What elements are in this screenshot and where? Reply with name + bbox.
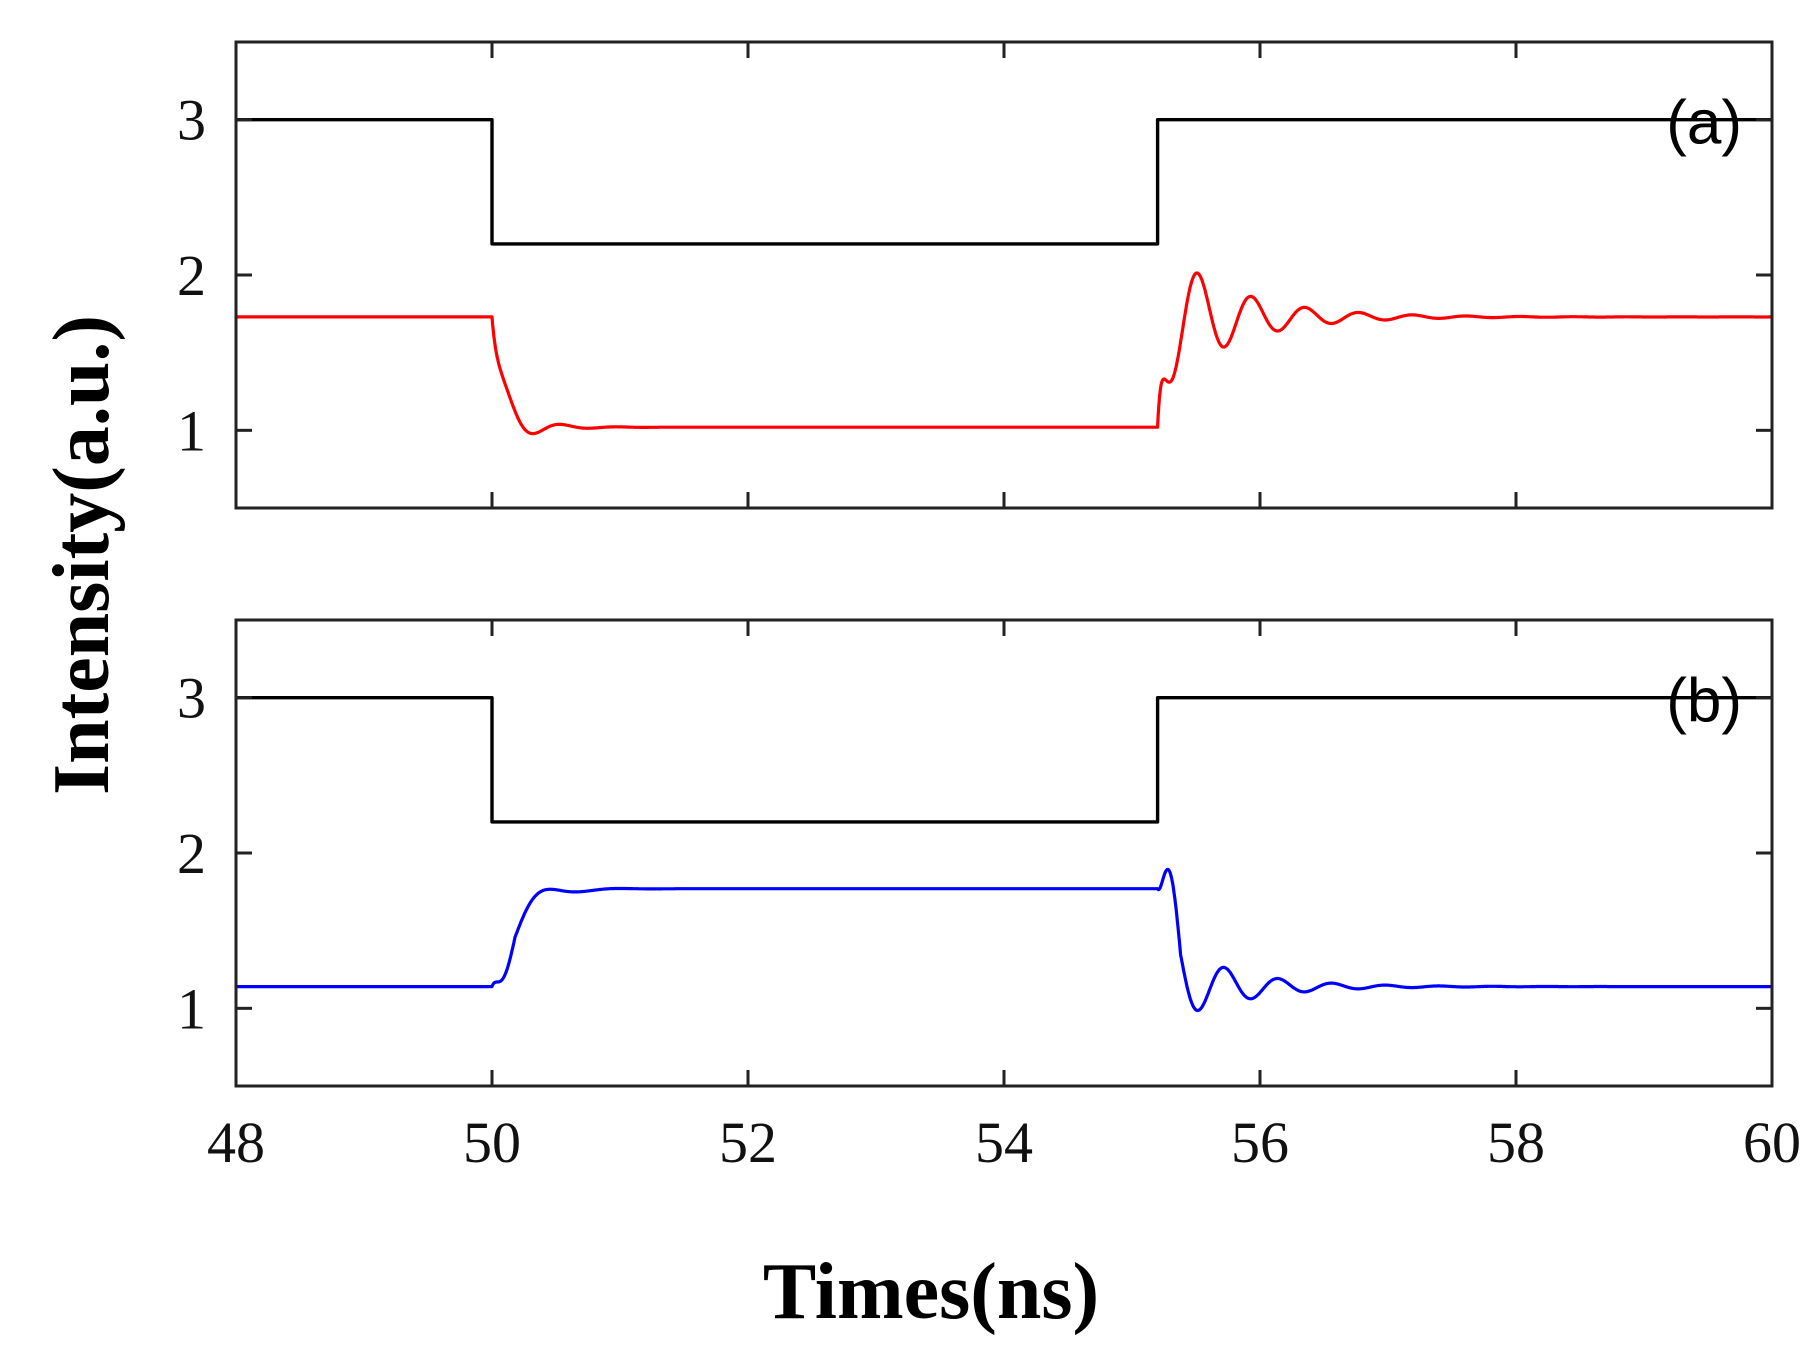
y-tick-label: 3	[177, 666, 206, 731]
y-tick-label: 1	[177, 976, 206, 1041]
plot-frame	[234, 618, 1774, 1088]
plot-frame	[234, 40, 1774, 510]
y-tick-label: 3	[177, 88, 206, 153]
x-tick-label: 52	[719, 1110, 777, 1175]
y-tick-label: 2	[177, 821, 206, 886]
y-axis-title: Intensity(a.u.)	[38, 315, 126, 795]
x-tick-label: 48	[207, 1110, 265, 1175]
y-tick-label: 2	[177, 243, 206, 308]
step-series-line	[236, 696, 1772, 824]
panel-label: (a)	[1666, 89, 1742, 158]
y-tick-label: 1	[177, 398, 206, 463]
x-tick-label: 50	[463, 1110, 521, 1175]
x-tick-label: 56	[1231, 1110, 1289, 1175]
x-axis-title: Times(ns)	[763, 1248, 1099, 1336]
x-tick-label: 54	[975, 1110, 1033, 1175]
response-series-line	[236, 867, 1772, 1013]
panel-label: (b)	[1666, 667, 1742, 736]
panel-a: 1 2 3 (a)	[177, 40, 1774, 510]
x-tick-label: 60	[1743, 1110, 1801, 1175]
step-series-line	[236, 118, 1772, 246]
panel-b: 48 50 52 54 56 58 60 1 2 3 (b)	[177, 618, 1801, 1175]
x-tick-label: 58	[1487, 1110, 1545, 1175]
response-series-line	[236, 271, 1772, 436]
